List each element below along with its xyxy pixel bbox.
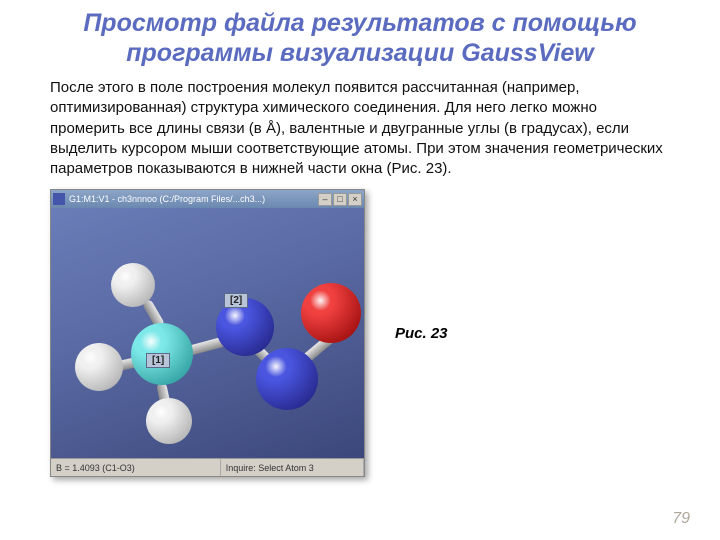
- window-titlebar: G1:M1:V1 - ch3nnnoo (C:/Program Files/..…: [51, 190, 364, 208]
- atom-n2[interactable]: [256, 348, 318, 410]
- figure-caption: Рис. 23: [395, 325, 448, 342]
- close-button[interactable]: ×: [348, 193, 362, 206]
- status-bond-length: B = 1.4093 (C1-O3): [51, 459, 221, 476]
- page-number: 79: [672, 510, 690, 528]
- atom-h2[interactable]: [75, 343, 123, 391]
- atom-o[interactable]: [301, 283, 361, 343]
- page-title: Просмотр файла результатов с помощью про…: [0, 0, 720, 78]
- minimize-button[interactable]: –: [318, 193, 332, 206]
- maximize-button[interactable]: □: [333, 193, 347, 206]
- window-title-text: G1:M1:V1 - ch3nnnoo (C:/Program Files/..…: [69, 194, 318, 204]
- figure-area: G1:M1:V1 - ch3nnnoo (C:/Program Files/..…: [0, 189, 720, 477]
- atom-label-1: [1]: [146, 353, 170, 368]
- body-paragraph: После этого в поле построения молекул по…: [0, 78, 720, 189]
- molecule-canvas[interactable]: [1] [2]: [51, 208, 364, 458]
- atom-h3[interactable]: [146, 398, 192, 444]
- status-bar: B = 1.4093 (C1-O3) Inquire: Select Atom …: [51, 458, 364, 476]
- atom-h1[interactable]: [111, 263, 155, 307]
- app-icon: [53, 193, 65, 205]
- atom-label-2: [2]: [224, 293, 248, 308]
- gaussview-window: G1:M1:V1 - ch3nnnoo (C:/Program Files/..…: [50, 189, 365, 477]
- status-inquire: Inquire: Select Atom 3: [221, 459, 364, 476]
